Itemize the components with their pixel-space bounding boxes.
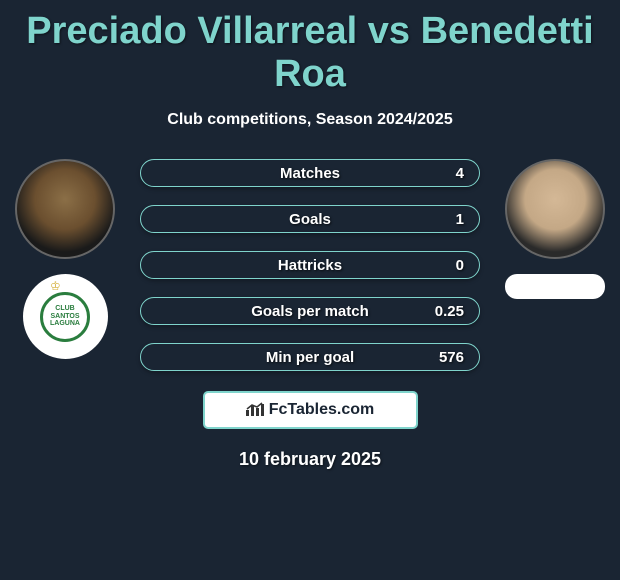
- subtitle: Club competitions, Season 2024/2025: [167, 111, 452, 129]
- right-column: [490, 159, 620, 371]
- comparison-area: ♔ CLUB SANTOS LAGUNA Matches 4 Goals 1 H…: [0, 159, 620, 371]
- chart-icon: [246, 400, 264, 421]
- stat-row-goals-per-match: Goals per match 0.25: [140, 297, 480, 325]
- stat-label: Goals: [289, 211, 331, 228]
- page-title: Preciado Villarreal vs Benedetti Roa: [0, 10, 620, 96]
- club-2-placeholder: [505, 274, 605, 299]
- site-logo-text: FcTables.com: [269, 401, 375, 419]
- stat-row-matches: Matches 4: [140, 159, 480, 187]
- stat-right-value: 576: [439, 349, 464, 366]
- player-1-photo: [15, 159, 115, 259]
- site-logo-box: FcTables.com: [203, 391, 418, 429]
- club-1-logo: ♔ CLUB SANTOS LAGUNA: [23, 274, 108, 359]
- stat-right-value: 0: [456, 257, 464, 274]
- date-text: 10 february 2025: [239, 449, 381, 470]
- stat-label: Matches: [280, 165, 340, 182]
- main-container: Preciado Villarreal vs Benedetti Roa Clu…: [0, 0, 620, 470]
- footer: FcTables.com 10 february 2025: [203, 391, 418, 470]
- player-2-photo: [505, 159, 605, 259]
- left-column: ♔ CLUB SANTOS LAGUNA: [0, 159, 130, 371]
- stat-right-value: 0.25: [435, 303, 464, 320]
- stat-right-value: 1: [456, 211, 464, 228]
- stat-label: Min per goal: [266, 349, 354, 366]
- stat-row-goals: Goals 1: [140, 205, 480, 233]
- stat-row-hattricks: Hattricks 0: [140, 251, 480, 279]
- stats-column: Matches 4 Goals 1 Hattricks 0 Goals per …: [130, 159, 490, 371]
- crown-icon: ♔: [50, 279, 80, 294]
- stat-right-value: 4: [456, 165, 464, 182]
- club-1-name: CLUB SANTOS LAGUNA: [40, 292, 90, 342]
- stat-row-min-per-goal: Min per goal 576: [140, 343, 480, 371]
- stat-label: Goals per match: [251, 303, 369, 320]
- stat-label: Hattricks: [278, 257, 342, 274]
